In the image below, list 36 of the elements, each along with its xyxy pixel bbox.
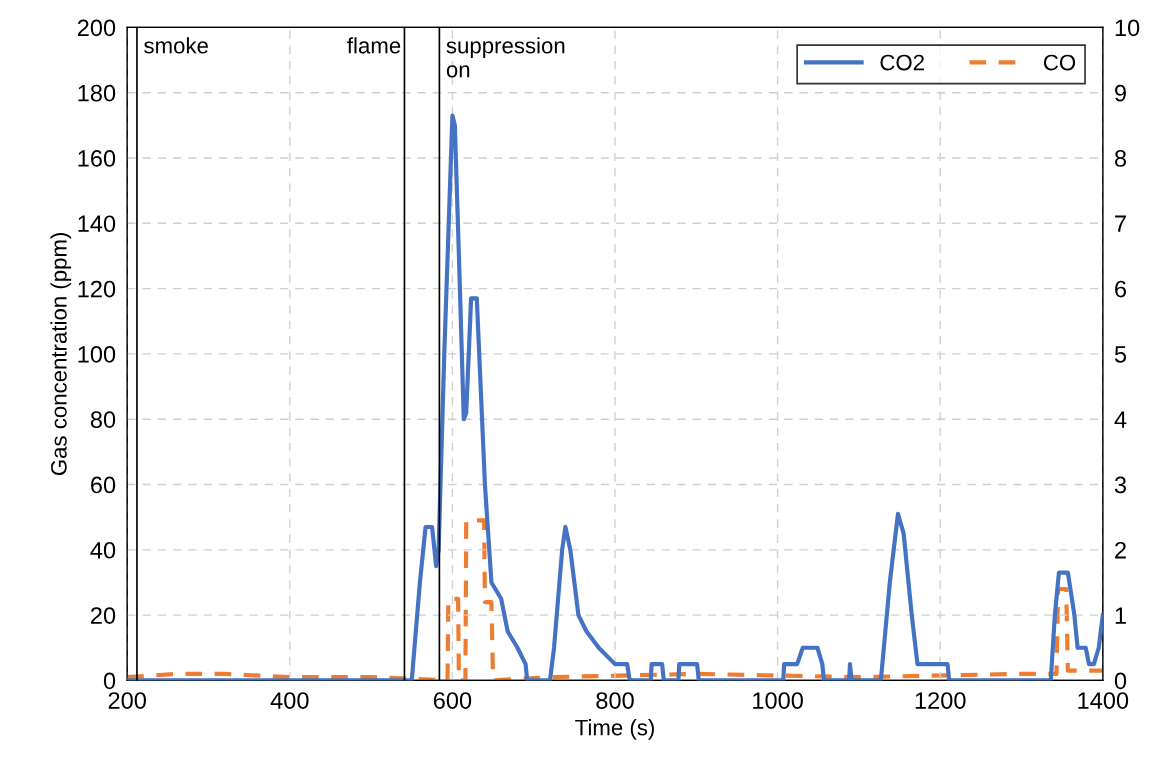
y-tick-label: 120 [78, 280, 116, 298]
ref-line-label: smoke [144, 37, 208, 54]
y-tick-label: 0 [103, 672, 116, 690]
y-tick-label: 60 [91, 476, 116, 494]
y2-tick-label: 9 [1115, 84, 1126, 102]
x-tick-label: 1000 [753, 692, 803, 709]
y2-tick-label: 1 [1115, 607, 1126, 624]
y-tick-label: 180 [78, 84, 116, 102]
x-tick-label: 1400 [1078, 692, 1129, 709]
ref-line-label: suppression on [446, 37, 565, 78]
y2-tick-label: 7 [1115, 215, 1126, 232]
y-tick-label: 200 [77, 19, 116, 37]
y2-tick-label: 4 [1114, 411, 1127, 428]
y2-tick-label: 3 [1114, 476, 1127, 494]
y-tick-label: 100 [78, 345, 116, 363]
x-axis-title: Time (s) [575, 719, 654, 740]
legend-label: CO [1043, 54, 1076, 71]
y2-tick-label: 2 [1115, 541, 1126, 559]
ref-line-label: flame [347, 37, 401, 54]
y-tick-label: 140 [78, 215, 116, 233]
y2-tick-label: 10 [1115, 19, 1140, 37]
x-tick-label: 200 [108, 692, 146, 709]
x-tick-label: 1200 [915, 692, 966, 709]
y2-tick-label: 6 [1115, 280, 1127, 298]
y-tick-label: 80 [90, 411, 116, 429]
y-tick-label: 40 [90, 541, 116, 559]
x-tick-label: 600 [433, 692, 472, 709]
y2-tick-label: 5 [1114, 346, 1127, 363]
x-tick-label: 400 [270, 692, 309, 709]
x-tick-label: 800 [596, 692, 634, 709]
legend-label: CO2 [880, 54, 924, 71]
y-axis-title: Gas concentration (ppm) [50, 233, 72, 476]
y-tick-label: 20 [91, 607, 116, 624]
y-tick-label: 160 [78, 150, 116, 167]
y2-tick-label: 0 [1114, 672, 1127, 690]
y2-tick-label: 8 [1114, 150, 1127, 167]
